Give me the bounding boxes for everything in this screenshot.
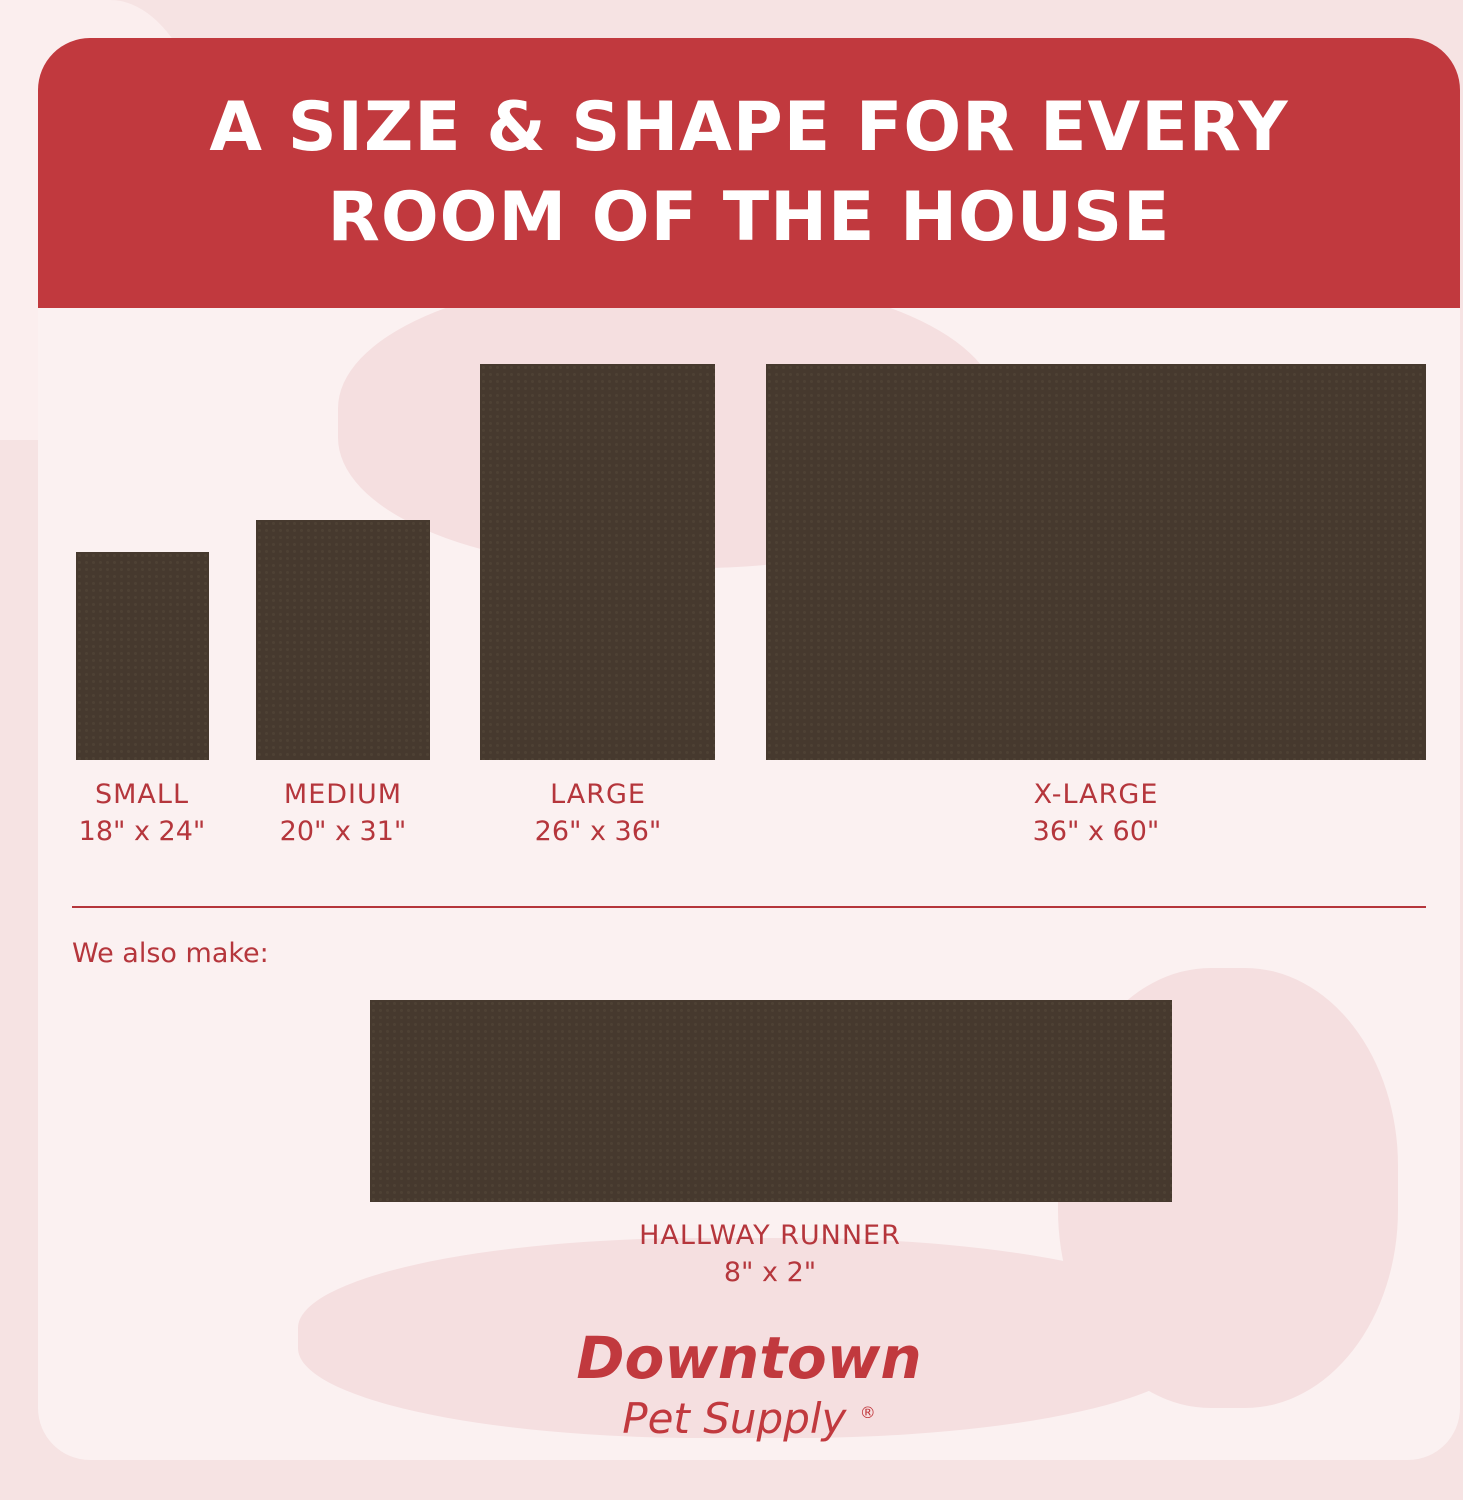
background-blob xyxy=(298,1238,1198,1438)
size-name: SMALL xyxy=(95,779,189,810)
page-title: A SIZE & SHAPE FOR EVERY ROOM OF THE HOU… xyxy=(38,38,1460,308)
size-name: LARGE xyxy=(550,779,646,810)
size-name: X-LARGE xyxy=(1033,779,1159,810)
size-dims: 36" x 60" xyxy=(1032,816,1160,847)
size-dims: 20" x 31" xyxy=(279,816,407,847)
brand-logo: Downtown Pet Supply ® xyxy=(38,1328,1460,1444)
mat-medium xyxy=(256,520,430,760)
mat-small xyxy=(76,552,209,760)
infographic-card: A SIZE & SHAPE FOR EVERY ROOM OF THE HOU… xyxy=(38,38,1460,1460)
size-dims: 18" x 24" xyxy=(78,816,206,847)
also-make-label: We also make: xyxy=(72,938,269,969)
title-line-2: ROOM OF THE HOUSE xyxy=(327,178,1171,257)
mat-hallway-runner xyxy=(370,1000,1172,1202)
size-dims: 8" x 2" xyxy=(723,1257,817,1288)
size-name: MEDIUM xyxy=(283,779,403,810)
mat-large xyxy=(480,364,715,760)
size-dims: 26" x 36" xyxy=(534,816,662,847)
size-label-x-large: X-LARGE 36" x 60" xyxy=(996,776,1196,850)
mat-x-large xyxy=(766,364,1426,760)
divider xyxy=(72,906,1426,908)
size-label-hallway-runner: HALLWAY RUNNER 8" x 2" xyxy=(620,1217,920,1291)
logo-pet-supply: Pet Supply ® xyxy=(38,1388,1460,1444)
registered-mark: ® xyxy=(859,1403,876,1422)
logo-pet-supply-text: Pet Supply xyxy=(622,1394,847,1443)
title-line-1: A SIZE & SHAPE FOR EVERY xyxy=(209,88,1289,167)
size-name: HALLWAY RUNNER xyxy=(639,1220,901,1251)
size-label-small: SMALL 18" x 24" xyxy=(42,776,242,850)
size-label-medium: MEDIUM 20" x 31" xyxy=(243,776,443,850)
logo-downtown: Downtown xyxy=(576,1324,922,1392)
size-label-large: LARGE 26" x 36" xyxy=(498,776,698,850)
